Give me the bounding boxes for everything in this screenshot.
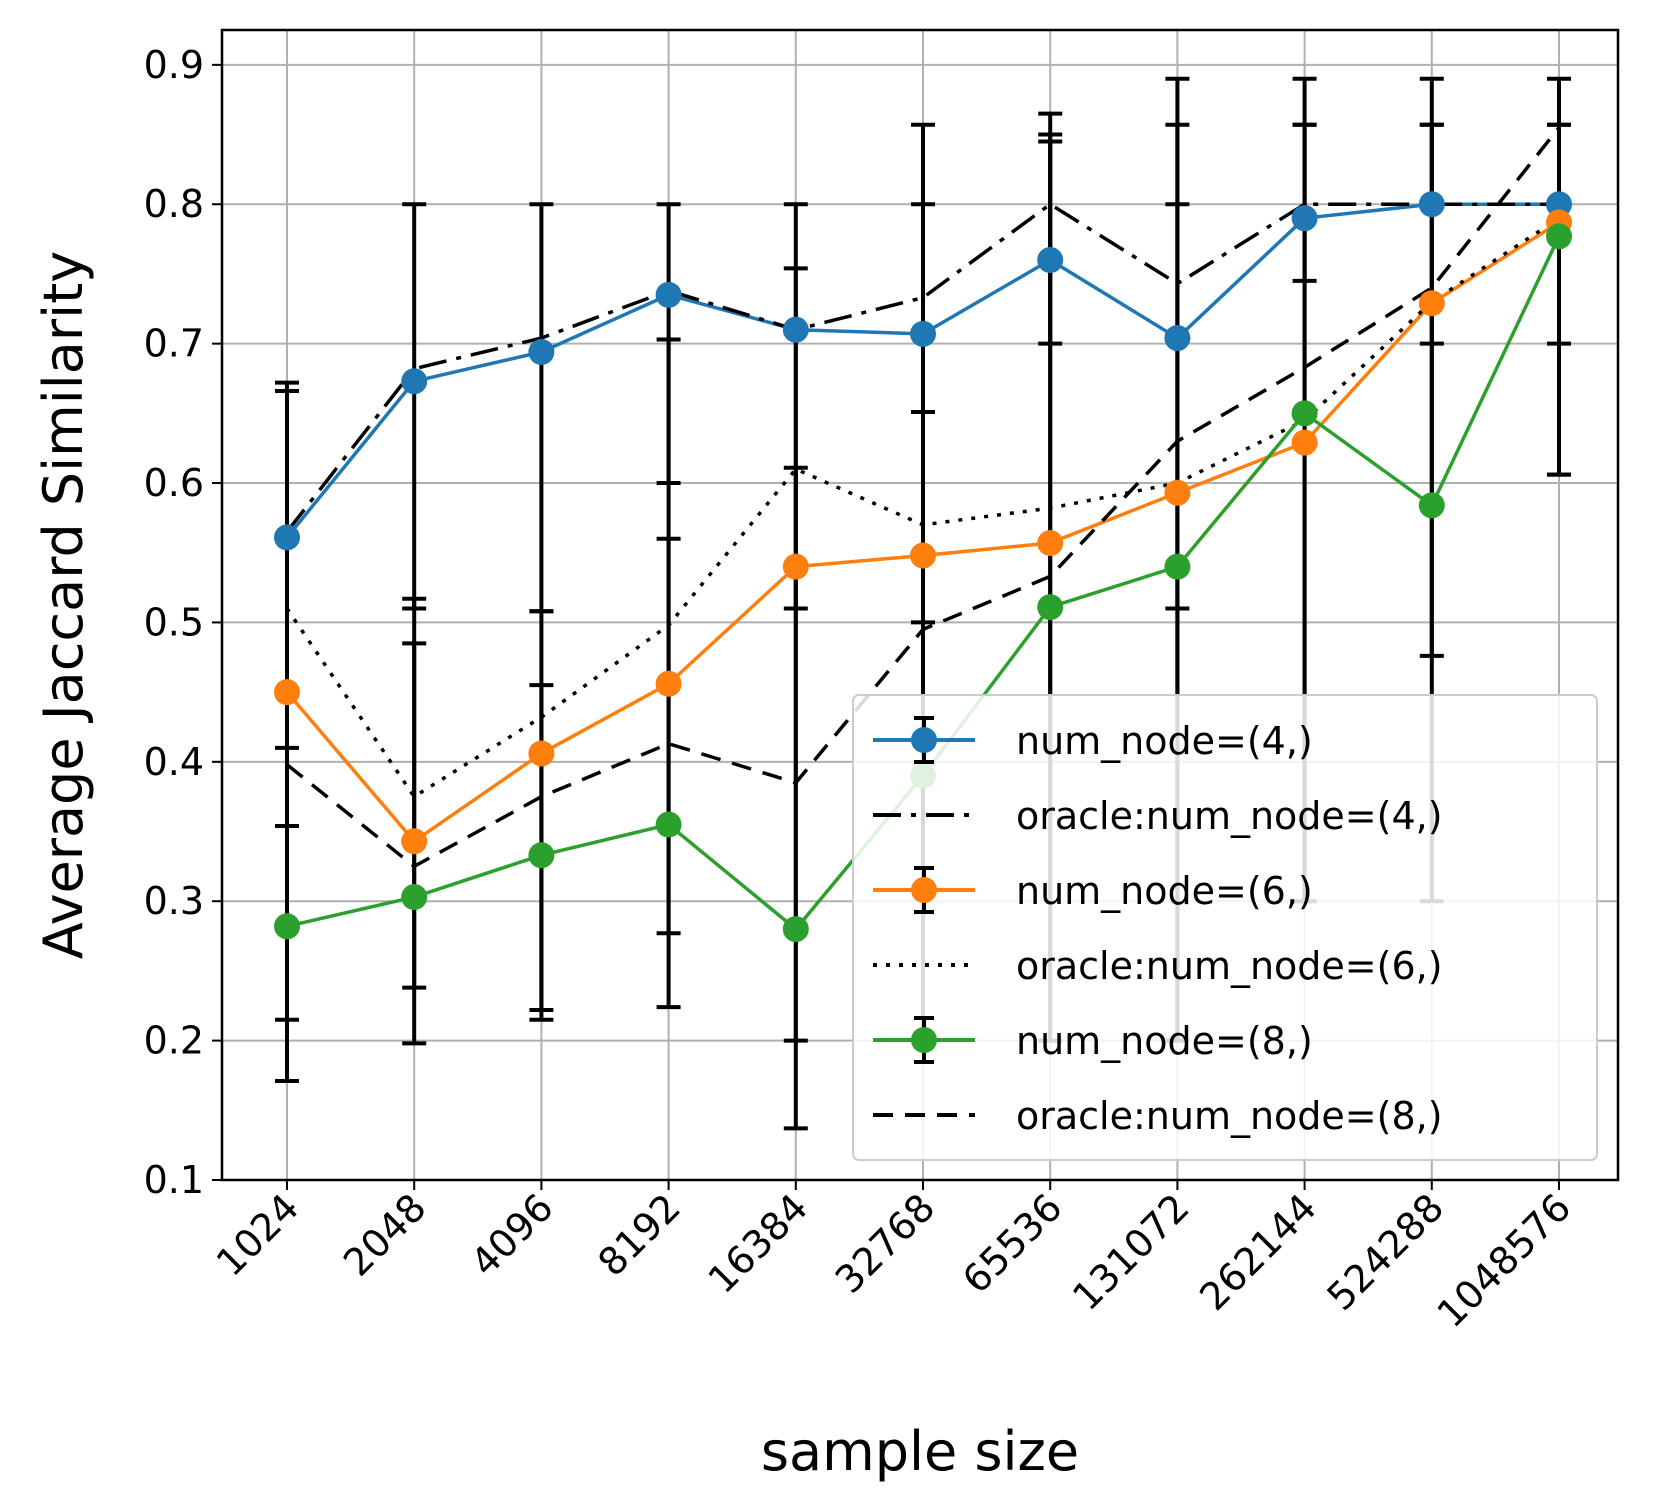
data-point bbox=[1291, 205, 1318, 232]
data-point bbox=[655, 670, 682, 697]
series-markers bbox=[274, 191, 1572, 943]
data-point bbox=[1164, 325, 1191, 352]
data-point bbox=[1291, 400, 1318, 427]
y-tick-label: 0.8 bbox=[144, 182, 204, 226]
data-point bbox=[1164, 553, 1191, 580]
data-point bbox=[910, 320, 936, 347]
legend-marker bbox=[911, 1027, 937, 1053]
plot-frame bbox=[220, 28, 1620, 1182]
data-point bbox=[1037, 529, 1064, 556]
data-point bbox=[1291, 429, 1318, 456]
data-point bbox=[274, 524, 300, 551]
x-axis-title: sample size bbox=[761, 1420, 1079, 1483]
data-point bbox=[782, 553, 809, 580]
data-point bbox=[1546, 191, 1572, 218]
legend-label: num_node=(8,) bbox=[1016, 1019, 1313, 1063]
y-axis-title: Average Jaccard Similarity bbox=[32, 251, 95, 959]
series-line bbox=[285, 202, 1559, 533]
data-point bbox=[1037, 594, 1064, 621]
data-point bbox=[782, 916, 809, 943]
data-point bbox=[1418, 290, 1445, 317]
series-line bbox=[285, 216, 1560, 799]
legend-box bbox=[852, 694, 1598, 1161]
data-point bbox=[401, 368, 428, 395]
legend-marker bbox=[911, 727, 937, 753]
y-tick-label: 0.1 bbox=[144, 1158, 204, 1202]
data-point bbox=[655, 811, 682, 838]
data-point bbox=[401, 828, 428, 855]
y-tick-label: 0.4 bbox=[144, 740, 204, 784]
y-axis-ticks: 0.1 0.2 0.3 0.4 0.5 0.6 0.7 0.8 0.9 bbox=[144, 43, 222, 1202]
data-point bbox=[528, 339, 555, 365]
data-point bbox=[1418, 191, 1445, 218]
data-point bbox=[528, 842, 555, 869]
series-line bbox=[285, 126, 1561, 869]
legend-label: oracle:num_node=(4,) bbox=[1016, 794, 1443, 838]
y-tick-label: 0.5 bbox=[144, 600, 204, 644]
data-point bbox=[528, 740, 555, 767]
y-tick-label: 0.3 bbox=[144, 879, 204, 923]
y-tick-label: 0.9 bbox=[144, 43, 204, 87]
legend-label: num_node=(4,) bbox=[1016, 719, 1313, 763]
legend-label: oracle:num_node=(8,) bbox=[1016, 1094, 1443, 1138]
y-tick-label: 0.6 bbox=[144, 461, 204, 505]
data-point bbox=[910, 542, 936, 569]
data-point bbox=[782, 316, 809, 343]
data-point bbox=[655, 281, 682, 308]
y-tick-label: 0.2 bbox=[144, 1019, 204, 1063]
data-point bbox=[401, 884, 428, 911]
data-point bbox=[1546, 223, 1572, 250]
data-point bbox=[1418, 492, 1445, 519]
legend-label: oracle:num_node=(6,) bbox=[1016, 944, 1443, 988]
legend: num_node=(4,) oracle:num_node=(4,) num_nod… bbox=[852, 694, 1598, 1161]
data-point bbox=[274, 679, 300, 706]
data-point bbox=[274, 913, 300, 940]
data-point bbox=[1037, 247, 1064, 273]
legend-label: num_node=(6,) bbox=[1016, 869, 1313, 913]
y-tick-label: 0.7 bbox=[144, 322, 204, 366]
data-point bbox=[1164, 479, 1191, 506]
legend-marker bbox=[911, 877, 937, 903]
